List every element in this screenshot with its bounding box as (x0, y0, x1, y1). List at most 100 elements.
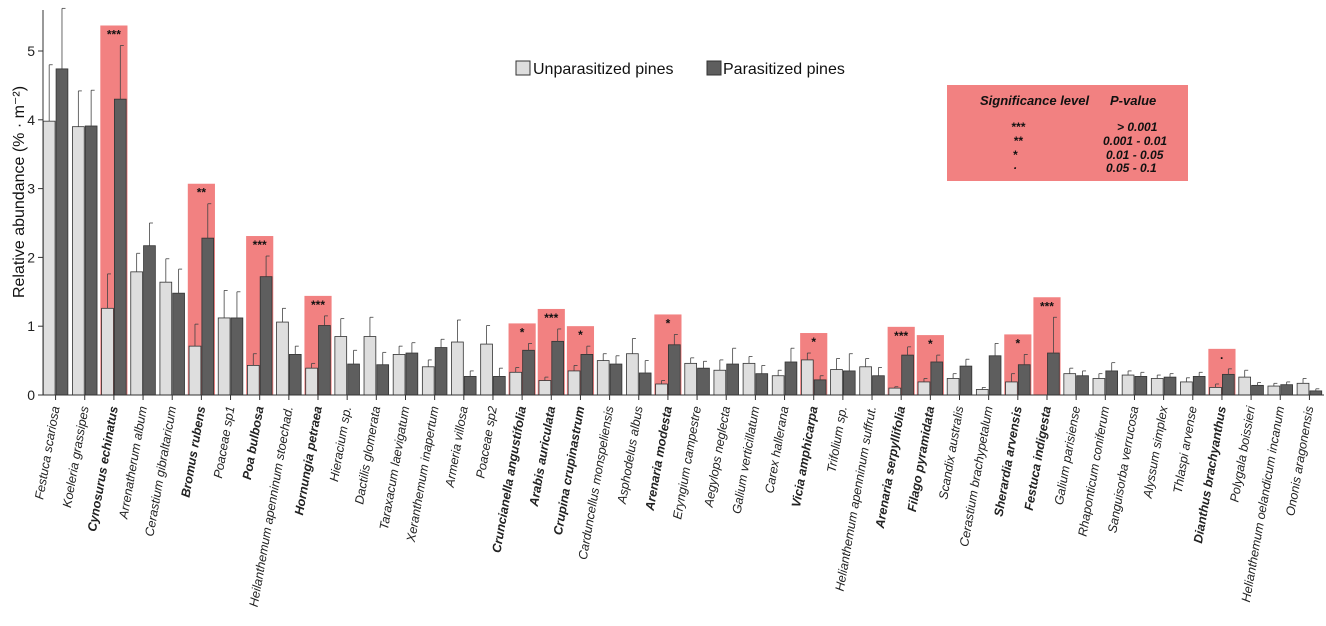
bar-parasitized-vicia-amphicarpa (813, 379, 827, 396)
significance-marker-filago-pyramidata: * (928, 337, 933, 351)
category-label-arabis-auriculata: Arabis auriculata (527, 405, 559, 508)
significance-marker-arenaria-modesta: * (666, 316, 671, 330)
bar-parasitized-arenaria-serpyllifolia (901, 354, 914, 396)
category-label-sanguisorba-verrucosa: Sanguisorba verrucosa (1105, 405, 1141, 534)
category-label-taraxacum-laevigatum: Taraxacum laevigatum (377, 405, 413, 531)
y-tick-label-3: 3 (27, 181, 35, 197)
category-label-dactilis-glomerata: Dactilis glomerata (352, 405, 383, 505)
bar-parasitized-filago-pyramidata (930, 361, 944, 396)
significance-marker-vicia-amphicarpa: * (811, 335, 816, 349)
bar-parasitized-arabis-auriculata (551, 340, 564, 396)
significance-level-2: ** (1013, 134, 1024, 148)
bar-unparasitized-arrenatherum-album (130, 271, 143, 396)
bar-unparasitized-scandix-australis (946, 378, 960, 396)
bar-parasitized-hieracium-sp (347, 363, 360, 396)
significance-marker-bromus-rubens: ** (197, 186, 207, 200)
bar-parasitized-scandix-australis (959, 365, 973, 396)
category-label-hieracium-sp: Hieracium sp. (327, 405, 354, 483)
bar-unparasitized-thlaspi-arvense (1180, 381, 1193, 396)
bar-unparasitized-cynosurus-echinatus (101, 307, 114, 396)
bar-parasitized-polygala-boissieri (1251, 384, 1264, 396)
category-label-bromus-rubens: Bromus rubens (178, 405, 208, 498)
legend-label-unparasitized: Unparasitized pines (533, 61, 674, 78)
bar-parasitized-dianthus-brachyanthus (1222, 373, 1235, 396)
bar-parasitized-festuca-scariosa (55, 68, 69, 396)
category-label-arrenatherum-album: Arrenatherum album (116, 405, 150, 521)
bar-parasitized-heilanthemum-apenninum-stoechad (288, 354, 302, 396)
y-axis-title: Relative abundance (% · m⁻²) (11, 86, 28, 298)
significance-pvalue-1: > 0.001 (1117, 120, 1158, 134)
bar-unparasitized-festuca-scariosa (42, 120, 56, 396)
bar-parasitized-hornungia-petraea (318, 325, 331, 396)
bar-parasitized-bromus-rubens (201, 237, 215, 396)
bar-parasitized-crupina-crupinastrum (580, 354, 594, 396)
bar-unparasitized-cerastium-gibraltaricum (159, 281, 173, 396)
y-tick-label-5: 5 (27, 43, 35, 59)
significance-marker-poa-bulbosa: *** (253, 238, 267, 252)
category-label-aegylops-neglecta: Aegylops neglecta (701, 405, 733, 509)
bar-parasitized-cerastium-gibraltaricum (172, 292, 185, 396)
category-label-galium-verticillatum: Galium verticillatum (730, 405, 763, 515)
category-label-filago-pyramidata: Filago pyramidata (905, 405, 937, 513)
category-label-sherardia-arvensis: Sherardia arvensis (992, 405, 1025, 518)
bar-unparasitized-arabis-auriculata (538, 380, 552, 396)
bar-unparasitized-hieracium-sp (334, 336, 348, 396)
bar-unparasitized-cerastium-brachypetalum (975, 389, 989, 396)
category-label-cerastium-gibraltaricum: Cerastium gibraltaricum (142, 405, 179, 537)
bar-unparasitized-galium-verticillatum (742, 362, 756, 396)
bar-parasitized-cerastium-brachypetalum (988, 355, 1002, 396)
bar-parasitized-cruncianella-angustifolia (522, 349, 535, 396)
bar-parasitized-cynosurus-echinatus (113, 98, 127, 396)
bar-unparasitized-heilanthemum-apenninum-stoechad (276, 321, 289, 396)
bar-unparasitized-polygala-boissieri (1238, 376, 1252, 396)
significance-marker-sherardia-arvensis: * (1015, 336, 1020, 350)
bar-unparasitized-aegylops-neglecta (713, 369, 727, 396)
bar-parasitized-sanguisorba-verrucosa (1134, 376, 1148, 396)
significance-header-level: Significance level (980, 93, 1089, 108)
bar-unparasitized-vicia-amphicarpa (801, 359, 814, 396)
bar-unparasitized-carduncellus-monspeliensis (596, 360, 610, 396)
y-tick-label-0: 0 (27, 387, 35, 403)
bar-unparasitized-sherardia-arvensis (1005, 381, 1018, 396)
category-label-xeranthemum-inapertum: Xeranthemum inapertum (404, 405, 442, 544)
legend-label-parasitized: Parasitized pines (723, 61, 845, 78)
bar-unparasitized-xeranthemum-inapertum (421, 366, 435, 396)
bar-unparasitized-crupina-crupinastrum (567, 370, 581, 396)
category-label-eryngium-campestre: Eryngium campestre (670, 405, 704, 520)
bar-unparasitized-koeleria-grassipes (72, 126, 85, 396)
significance-pvalue-4: 0.05 - 0.1 (1106, 161, 1157, 175)
bar-parasitized-helianthemum-apenninum-suffrut (872, 375, 885, 396)
significance-marker-cynosurus-echinatus: *** (107, 27, 121, 41)
bar-unparasitized-dianthus-brachyanthus (1209, 387, 1222, 396)
category-label-arenaria-serpyllifolia: Arenaria serpyllifolia (873, 405, 908, 530)
bar-unparasitized-rhaponticum-coniferum (1092, 378, 1106, 396)
category-label-cynosurus-echinatus: Cynosurus echinatus (85, 405, 121, 533)
category-label-koeleria-grassipes: Koeleria grassipes (60, 405, 92, 509)
bar-unparasitized-sanguisorba-verrucosa (1121, 374, 1135, 396)
bar-unparasitized-arenaria-serpyllifolia (888, 387, 902, 396)
bar-unparasitized-armeria-villosa (451, 341, 464, 396)
bar-parasitized-armeria-villosa (463, 376, 477, 396)
bar-unparasitized-poa-bulbosa (246, 365, 260, 396)
category-label-thlaspi-arvense: Thlaspi arvense (1171, 405, 1200, 494)
bar-parasitized-galium-verticillatum (755, 373, 769, 396)
significance-marker-arenaria-serpyllifolia: *** (894, 329, 908, 343)
category-label-trifolium-sp: Trifolium sp. (824, 405, 849, 474)
significance-level-1: *** (1011, 120, 1026, 134)
significance-pvalue-3: 0.01 - 0.05 (1106, 148, 1164, 162)
y-tick-label-1: 1 (27, 318, 35, 334)
bar-parasitized-thlaspi-arvense (1192, 376, 1206, 396)
bar-unparasitized-trifolium-sp (830, 369, 843, 396)
axes-layer: 0 1 2 3 4 5 (27, 10, 1324, 403)
category-label-festuca-indigesta: Festuca indigesta (1022, 405, 1054, 511)
category-label-festuca-scariosa: Festuca scariosa (32, 405, 62, 501)
significance-level-3: * (1013, 148, 1019, 162)
category-label-alyssum-simplex: Alyssum simplex (1140, 404, 1170, 500)
bar-parasitized-carex-hallerana (784, 361, 798, 396)
legend-swatch-parasitized (706, 60, 722, 76)
category-label-carex-hallerana: Carex hallerana (762, 405, 791, 494)
category-label-galium-parisiense: Galium parisiense (1052, 405, 1083, 506)
y-tick-label-4: 4 (27, 112, 35, 128)
